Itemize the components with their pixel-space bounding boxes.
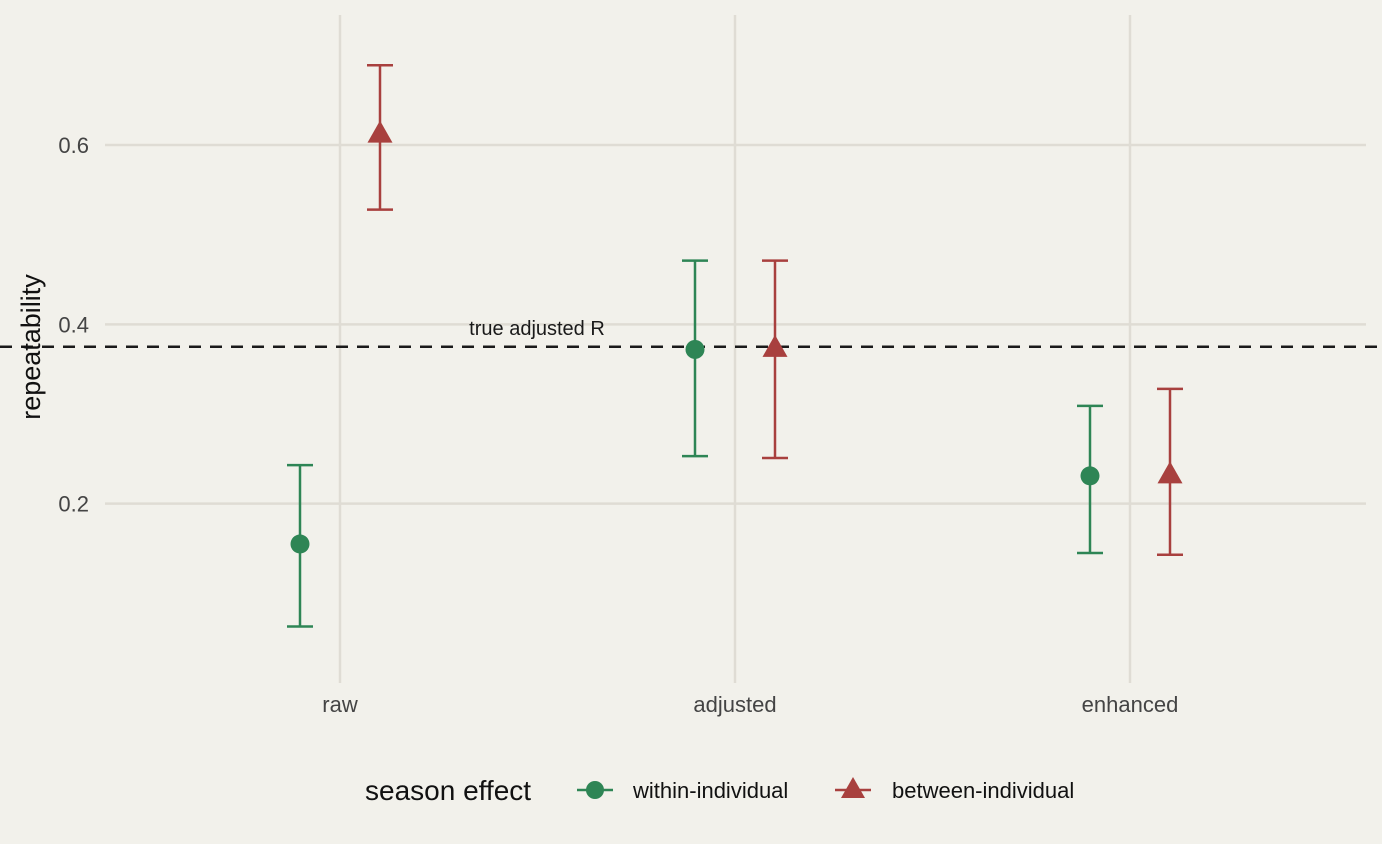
data-point bbox=[762, 334, 788, 357]
x-tick-label: enhanced bbox=[1082, 692, 1179, 717]
legend-label: between-individual bbox=[892, 778, 1074, 803]
y-tick-label: 0.6 bbox=[58, 133, 89, 158]
x-tick-label: raw bbox=[322, 692, 358, 717]
legend-item: within-individual bbox=[577, 778, 788, 803]
error-bar bbox=[762, 259, 788, 460]
data-point bbox=[290, 534, 310, 554]
data-point bbox=[367, 120, 393, 143]
x-tick-label: adjusted bbox=[693, 692, 776, 717]
y-tick-labels: 0.2 0.4 0.6 bbox=[58, 133, 89, 517]
series-within-individual bbox=[287, 259, 1103, 628]
grid-lines bbox=[105, 15, 1366, 683]
legend-key-triangle bbox=[841, 777, 865, 798]
y-tick-label: 0.4 bbox=[58, 312, 89, 337]
y-tick-label: 0.2 bbox=[58, 492, 89, 517]
legend: season effect within-individual between-i… bbox=[365, 775, 1074, 806]
reference-line-group: true adjusted R bbox=[0, 318, 1382, 349]
legend-key-circle bbox=[586, 781, 604, 799]
reference-line-label: true adjusted R bbox=[469, 318, 605, 340]
data-series bbox=[287, 63, 1183, 628]
series-between-individual bbox=[367, 63, 1183, 557]
data-point bbox=[685, 339, 705, 359]
y-axis-label: repeatability bbox=[16, 274, 46, 420]
data-point bbox=[1080, 466, 1100, 486]
data-point bbox=[1157, 461, 1183, 484]
legend-label: within-individual bbox=[632, 778, 788, 803]
legend-item: between-individual bbox=[835, 777, 1074, 803]
legend-title: season effect bbox=[365, 775, 531, 806]
x-tick-labels: raw adjusted enhanced bbox=[322, 692, 1178, 717]
